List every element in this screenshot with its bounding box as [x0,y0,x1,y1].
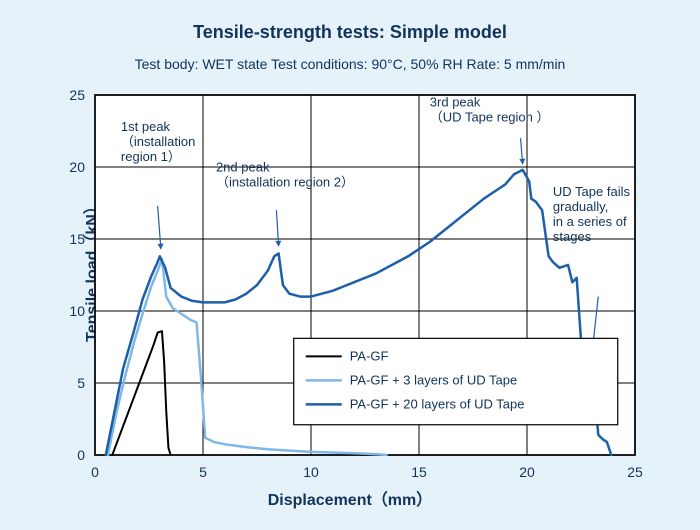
annotation-text: region 1） [121,149,181,164]
x-tick-label: 10 [303,464,319,480]
annotation-text: 3rd peak [430,95,481,110]
annotation-text: （UD Tape region ） [430,110,550,125]
x-tick-label: 25 [627,464,643,480]
x-tick-label: 0 [91,464,99,480]
x-tick-label: 20 [519,464,535,480]
y-tick-label: 10 [69,303,85,319]
annotation-text: （installation region 2） [216,174,354,189]
legend-label: PA-GF [350,348,389,363]
x-tick-label: 5 [199,464,207,480]
annotation-text: UD Tape fails [553,184,631,199]
annotation-text: gradually, [553,199,608,214]
annotation-text: 2nd peak [216,159,270,174]
legend-label: PA-GF + 3 layers of UD Tape [350,372,518,387]
y-tick-label: 15 [69,231,85,247]
annotation-text: 1st peak [121,119,171,134]
annotation-text: stages [553,229,592,244]
legend-label: PA-GF + 20 layers of UD Tape [350,396,525,411]
y-tick-label: 25 [69,87,85,103]
y-tick-label: 20 [69,159,85,175]
y-tick-label: 5 [77,375,85,391]
annotation-text: （installation [121,134,195,149]
y-tick-label: 0 [77,447,85,463]
annotation-text: in a series of [553,214,627,229]
chart-container: Tensile-strength tests: Simple model Tes… [0,0,700,530]
x-tick-label: 15 [411,464,427,480]
plot-svg: 051015202505101520251st peak（installatio… [0,0,700,530]
